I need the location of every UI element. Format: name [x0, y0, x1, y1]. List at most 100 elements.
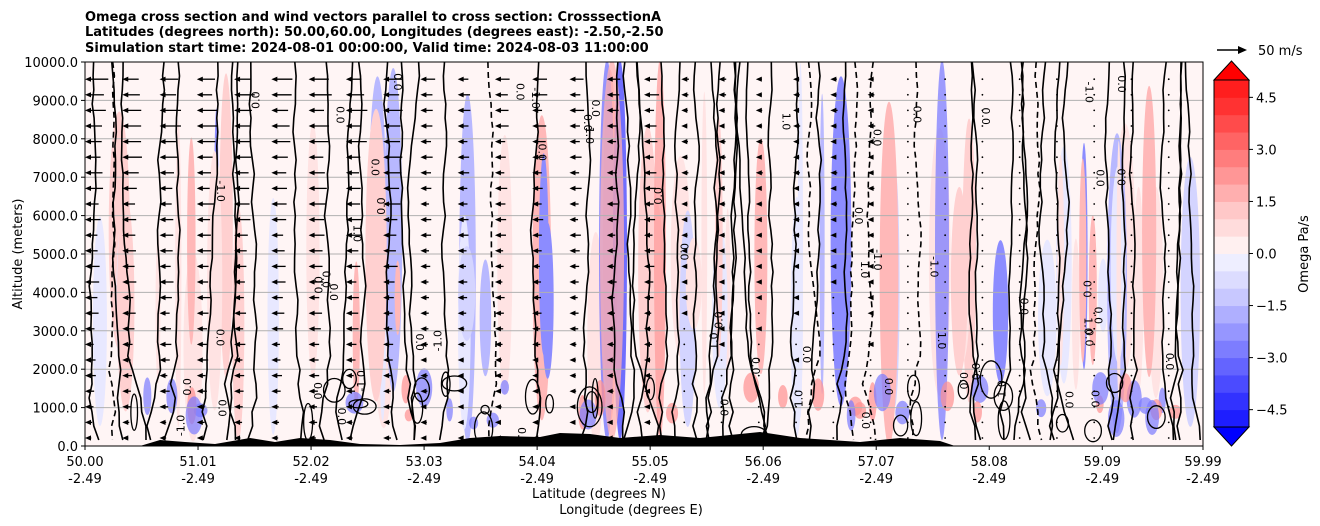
wind-vector-dot [1056, 156, 1058, 159]
omega-shade-streak [701, 91, 708, 395]
wind-vector-dot [757, 374, 760, 377]
wind-vector-dot [1130, 125, 1133, 127]
wind-vector-dot [1056, 249, 1058, 252]
omega-contour-line [705, 62, 722, 441]
wind-vector-dot [944, 109, 947, 112]
omega-contour-line [406, 62, 421, 441]
chart-title-line-1: Omega cross section and wind vectors par… [85, 10, 661, 25]
wind-vector-head [457, 201, 464, 207]
wind-vector-head [494, 373, 501, 379]
contour-label: 0.0 [327, 283, 340, 301]
wind-vector-head [420, 419, 427, 425]
wind-vector-head [85, 248, 91, 254]
wind-vector-dot [1167, 374, 1170, 377]
wind-vector-dot [1167, 78, 1170, 81]
wind-vector-dot [1093, 125, 1096, 127]
wind-vector-dot [832, 437, 835, 439]
x-tick-label-latitude: 56.06 [745, 455, 782, 470]
wind-vector-head [122, 341, 129, 347]
wind-vector-head [383, 357, 390, 363]
wind-vector-head [345, 217, 352, 223]
omega-shade-streak [479, 259, 492, 377]
wind-vector-head [718, 232, 725, 238]
wind-vector-dot [1130, 281, 1133, 283]
wind-vector-dot [1093, 234, 1096, 237]
wind-vector-dot [1056, 140, 1058, 143]
wind-vector-head [606, 232, 613, 238]
contour-label: 0.0 [800, 346, 813, 364]
wind-vector-head [122, 404, 129, 410]
wind-vector-dot [1130, 312, 1133, 315]
wind-vector-head [718, 326, 725, 332]
wind-vector-dot [1130, 374, 1133, 377]
grid-lines [85, 99, 1203, 409]
contour-label: 0.0 [1115, 168, 1128, 186]
wind-vector-head [755, 107, 762, 113]
wind-vector-head [122, 310, 129, 316]
wind-vector-head [457, 154, 464, 160]
contour-label: 1.0 [350, 225, 363, 243]
wind-vector-head [830, 92, 837, 98]
wind-vector-head [644, 170, 650, 176]
wind-vector-head [457, 217, 464, 223]
wind-vector-head [234, 217, 241, 223]
x-axis: 50.00 -2.49 51.01 -2.49 52.02 -2.49 53.03 -2.49… [66, 446, 1222, 487]
wind-vector-dot [1056, 296, 1058, 299]
wind-vector-head [159, 201, 166, 207]
wind-vector-dot [944, 140, 947, 143]
wind-vector-dot [944, 421, 947, 424]
wind-vector-dot [906, 78, 909, 81]
omega-contour-line [111, 62, 124, 441]
wind-vector-head [867, 341, 874, 347]
wind-vector-dot [906, 125, 909, 127]
contour-label: 0.0 [391, 73, 404, 91]
omega-shade-streak [1071, 238, 1080, 390]
wind-vector-dot [683, 374, 686, 377]
wind-vector-head [383, 263, 390, 269]
wind-vector-head [122, 388, 129, 394]
wind-vector-head [345, 419, 352, 425]
wind-vector-head [159, 185, 166, 191]
wind-vector-head [867, 123, 874, 129]
x-tick-label-longitude: -2.49 [1186, 472, 1220, 487]
colorbar-tick-label: −1.5 [1256, 300, 1288, 315]
wind-vector-head [383, 107, 390, 113]
wind-vector-dot [944, 156, 947, 159]
wind-vector-head [196, 107, 203, 113]
wind-vector-dot [1018, 125, 1021, 127]
wind-vector-head [383, 76, 390, 82]
omega-contour-loop [993, 381, 1014, 412]
wind-vector-head [383, 373, 390, 379]
y-tick-label: 8000.0 [33, 133, 79, 148]
wind-vector-head [644, 419, 650, 425]
wind-vector-dot [832, 296, 835, 299]
wind-vector-head [718, 107, 725, 113]
wind-vector-dot [869, 374, 872, 377]
contour-label: 0.0 [859, 412, 872, 430]
y-tick-label: 7000.0 [33, 171, 79, 186]
wind-vector-head [85, 295, 91, 301]
wind-vector-dot [1093, 281, 1096, 283]
wind-vector-head [271, 419, 278, 425]
wind-vector-head [308, 76, 315, 82]
wind-vector-head [830, 263, 837, 269]
wind-vector-head [85, 76, 91, 82]
omega-contour-line [1056, 62, 1075, 441]
contour-label: 0.0 [335, 408, 348, 426]
omega-shade-streak [1079, 158, 1087, 363]
wind-vector-head [420, 217, 427, 223]
wind-vector-head [830, 154, 837, 160]
wind-vector-head [830, 76, 837, 82]
omega-shade-lowlevel [1145, 399, 1160, 435]
wind-vector-head [681, 154, 688, 160]
contour-label: 0.0 [979, 107, 992, 125]
wind-vector-dot [906, 327, 909, 330]
wind-vector-head [196, 419, 203, 425]
omega-contour-line [349, 62, 367, 441]
wind-vector-head [308, 279, 315, 285]
wind-vector-head [196, 154, 203, 160]
wind-vector-head [644, 248, 650, 254]
wind-vector-head [383, 123, 390, 129]
wind-vector-head [122, 232, 129, 238]
omega-contour-loop [645, 377, 656, 401]
